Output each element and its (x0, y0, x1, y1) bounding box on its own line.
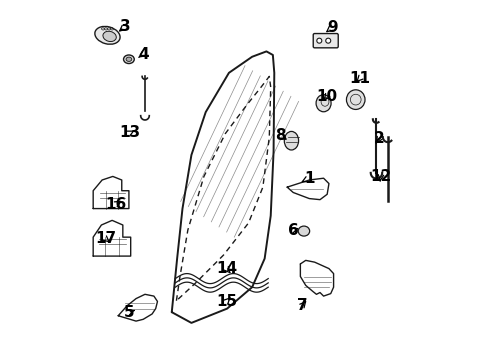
Text: 3: 3 (120, 19, 131, 34)
Ellipse shape (298, 226, 310, 236)
Text: 14: 14 (216, 261, 237, 276)
Ellipse shape (316, 95, 331, 112)
Ellipse shape (126, 57, 132, 62)
Text: 12: 12 (370, 169, 392, 184)
Text: 10: 10 (317, 89, 338, 104)
FancyBboxPatch shape (313, 33, 338, 48)
Text: 16: 16 (105, 197, 126, 212)
Ellipse shape (284, 131, 298, 150)
Text: 13: 13 (120, 125, 141, 140)
Circle shape (326, 38, 331, 43)
Ellipse shape (95, 26, 120, 44)
Text: 5: 5 (123, 305, 134, 320)
Text: 17: 17 (95, 231, 116, 247)
Text: 8: 8 (275, 128, 286, 143)
Text: 9: 9 (327, 19, 338, 35)
Text: 4: 4 (138, 47, 148, 62)
Text: 2: 2 (373, 131, 384, 147)
Text: 11: 11 (349, 71, 370, 86)
Circle shape (317, 38, 322, 43)
Text: 15: 15 (216, 294, 237, 309)
Text: 6: 6 (288, 222, 298, 238)
Text: 1: 1 (304, 171, 315, 186)
Ellipse shape (103, 31, 116, 41)
Ellipse shape (123, 55, 134, 64)
Ellipse shape (346, 90, 365, 109)
Text: 7: 7 (297, 298, 307, 313)
